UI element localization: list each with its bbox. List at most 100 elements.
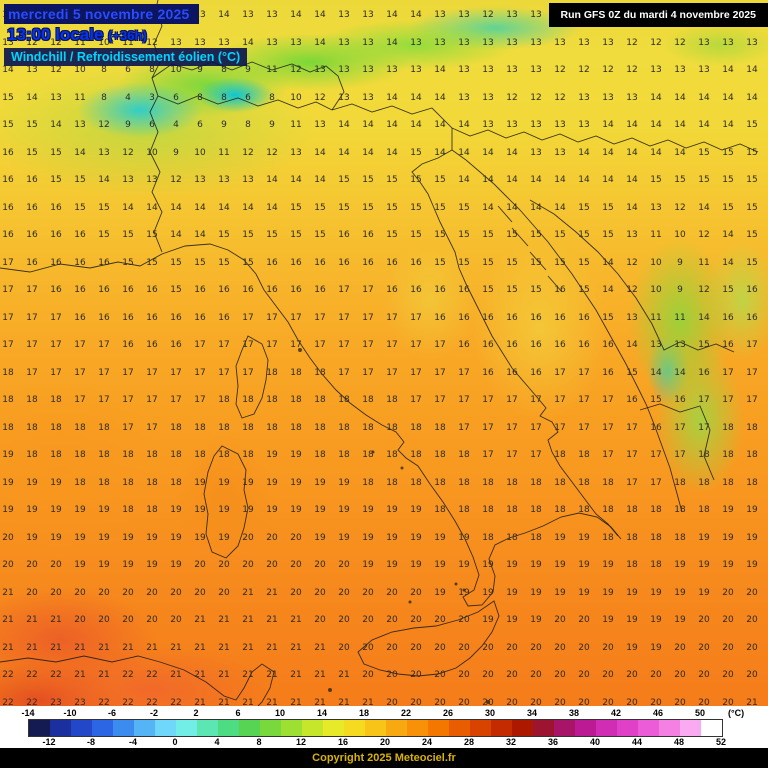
- grid-value: 18: [410, 477, 422, 488]
- grid-value: 17: [74, 340, 86, 350]
- grid-value: 14: [218, 202, 230, 213]
- grid-value: 18: [386, 477, 398, 488]
- grid-value: 20: [386, 587, 398, 598]
- grid-value: 18: [722, 477, 734, 488]
- map-area[interactable]: 1313141313131213131413131414131314141313…: [0, 0, 768, 706]
- scale-segment: [449, 720, 470, 736]
- grid-value: 19: [458, 587, 470, 598]
- grid-value: 15: [602, 202, 614, 213]
- grid-value: 12: [242, 147, 254, 158]
- grid-value: 13: [242, 10, 254, 20]
- grid-value: 17: [266, 312, 278, 323]
- grid-value: 20: [578, 615, 590, 625]
- grid-value: 14: [722, 65, 734, 75]
- grid-value: 19: [194, 532, 206, 543]
- scale-segment: [218, 720, 239, 736]
- grid-value: 14: [626, 202, 638, 213]
- scale-tick-top: -2: [149, 708, 159, 718]
- grid-value: 19: [674, 587, 686, 598]
- grid-value: 21: [242, 587, 254, 598]
- grid-value: 18: [458, 450, 470, 460]
- grid-value: 11: [650, 230, 662, 240]
- grid-value: 21: [338, 697, 350, 706]
- grid-value: 14: [410, 120, 422, 130]
- grid-value: 15: [722, 202, 734, 213]
- grid-value: 15: [458, 230, 470, 240]
- grid-value: 20: [266, 532, 278, 543]
- grid-value: 14: [458, 120, 470, 130]
- grid-value: 18: [218, 422, 230, 433]
- scale-tick-bottom: -12: [42, 737, 56, 747]
- elba-island: [298, 348, 302, 352]
- grid-value: 14: [626, 120, 638, 130]
- grid-value: 18: [218, 395, 230, 405]
- grid-value: 22: [98, 697, 110, 706]
- aeolian-island-1: [454, 582, 458, 586]
- grid-value: 20: [410, 642, 422, 653]
- grid-value: 18: [530, 532, 542, 543]
- grid-value: 19: [74, 532, 86, 543]
- grid-value: 20: [170, 587, 182, 598]
- grid-value: 18: [482, 532, 494, 543]
- grid-value: 14: [74, 147, 86, 158]
- grid-value: 19: [98, 505, 110, 515]
- grid-value: 20: [74, 587, 86, 598]
- run-info-box: Run GFS 0Z du mardi 4 novembre 2025: [548, 3, 768, 27]
- scale-tick-bottom: 52: [715, 737, 727, 747]
- grid-value: 20: [554, 642, 566, 653]
- grid-value: 15: [410, 147, 422, 158]
- grid-value: 13: [626, 312, 638, 323]
- grid-value: 19: [482, 615, 494, 625]
- grid-value: 15: [434, 257, 446, 268]
- grid-value: 15: [266, 230, 278, 240]
- grid-value: 14: [338, 120, 350, 130]
- grid-value: 18: [50, 450, 62, 460]
- grid-value: 18: [170, 477, 182, 488]
- grid-value: 15: [650, 175, 662, 185]
- scale-segment: [407, 720, 428, 736]
- grid-value: 17: [290, 312, 302, 323]
- grid-value: 17: [674, 450, 686, 460]
- grid-value: 15: [746, 230, 758, 240]
- grid-value: 18: [650, 532, 662, 543]
- grid-value: 20: [746, 587, 758, 598]
- grid-value: 22: [50, 670, 62, 680]
- grid-value: 15: [122, 257, 134, 268]
- grid-value: 15: [506, 230, 518, 240]
- grid-value: 17: [218, 367, 230, 378]
- coastlines-overlay: [0, 0, 759, 706]
- grid-value: 17: [386, 340, 398, 350]
- grid-value: 9: [197, 65, 203, 75]
- grid-value: 19: [338, 477, 350, 488]
- grid-value: 19: [266, 505, 278, 515]
- grid-value: 12: [674, 37, 686, 48]
- grid-value: 16: [314, 257, 326, 268]
- grid-value: 18: [458, 477, 470, 488]
- grid-value: 8: [197, 92, 203, 103]
- scale-tick-top: -14: [21, 708, 35, 718]
- grid-value: 13: [674, 65, 686, 75]
- grid-value: 15: [2, 120, 14, 130]
- grid-value: 13: [266, 37, 278, 48]
- grid-value: 14: [314, 10, 326, 20]
- grid-value: 19: [602, 615, 614, 625]
- grid-value: 18: [362, 422, 374, 433]
- grid-value: 18: [290, 395, 302, 405]
- grid-value: 14: [434, 147, 446, 158]
- grid-value: 14: [602, 175, 614, 185]
- grid-value: 17: [506, 422, 518, 433]
- grid-value: 20: [482, 697, 494, 706]
- grid-value: 18: [338, 395, 350, 405]
- grid-value: 18: [506, 477, 518, 488]
- grid-value: 8: [101, 65, 107, 75]
- grid-value: 12: [146, 37, 158, 48]
- grid-value: 10: [290, 92, 302, 103]
- time-label: 13:00 locale: [7, 25, 104, 44]
- grid-value: 13: [338, 65, 350, 75]
- grid-value: 20: [506, 697, 518, 706]
- grid-value: 16: [506, 312, 518, 323]
- grid-value: 8: [101, 92, 107, 103]
- grid-value: 19: [26, 532, 38, 543]
- grid-value: 20: [26, 587, 38, 598]
- grid-value: 16: [314, 285, 326, 295]
